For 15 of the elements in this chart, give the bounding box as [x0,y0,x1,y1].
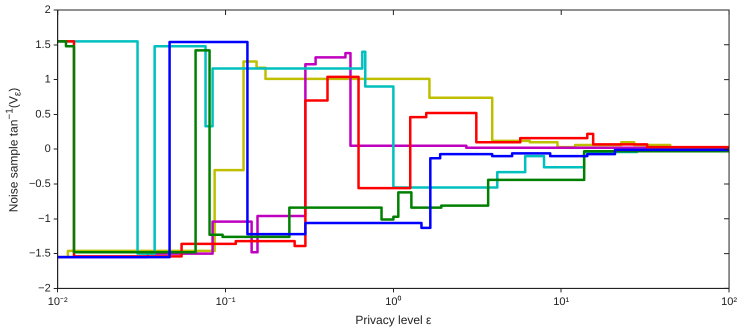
x-axis-title: Privacy level ε [355,313,432,328]
x-tick-label: 10² [721,296,738,308]
x-tick-label: 10⁻¹ [216,296,236,308]
y-tick-label: 1 [44,74,51,86]
y-tick-label: 0.5 [35,108,51,120]
y-tick-label: 2 [44,4,51,16]
x-tick-label: 10¹ [553,296,570,308]
x-tick-label: 10⁻² [48,296,68,308]
x-tick-label: 10⁰ [385,295,402,308]
y-tick-label: −1.5 [28,248,51,260]
y-tick-label: −2 [38,282,51,294]
y-tick-label: 0 [44,143,51,156]
y-tick-label: −0.5 [28,178,51,190]
y-tick-label: −1 [38,212,51,225]
y-tick-label: 1.5 [35,38,51,51]
